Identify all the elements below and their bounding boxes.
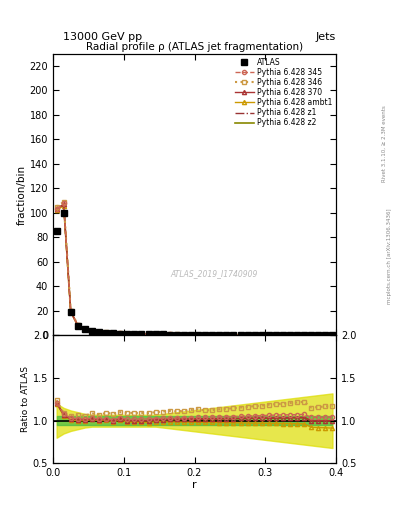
Text: ATLAS_2019_I1740909: ATLAS_2019_I1740909	[171, 269, 258, 278]
Y-axis label: fraction/bin: fraction/bin	[17, 164, 27, 225]
Text: 13000 GeV pp: 13000 GeV pp	[63, 32, 142, 42]
Legend: ATLAS, Pythia 6.428 345, Pythia 6.428 346, Pythia 6.428 370, Pythia 6.428 ambt1,: ATLAS, Pythia 6.428 345, Pythia 6.428 34…	[233, 56, 334, 129]
Title: Radial profile ρ (ATLAS jet fragmentation): Radial profile ρ (ATLAS jet fragmentatio…	[86, 41, 303, 52]
Text: mcplots.cern.ch [arXiv:1306.3436]: mcplots.cern.ch [arXiv:1306.3436]	[387, 208, 392, 304]
Y-axis label: Ratio to ATLAS: Ratio to ATLAS	[21, 367, 30, 432]
Text: Jets: Jets	[316, 32, 336, 42]
X-axis label: r: r	[192, 480, 197, 489]
Text: Rivet 3.1.10, ≥ 2.3M events: Rivet 3.1.10, ≥ 2.3M events	[382, 105, 387, 182]
